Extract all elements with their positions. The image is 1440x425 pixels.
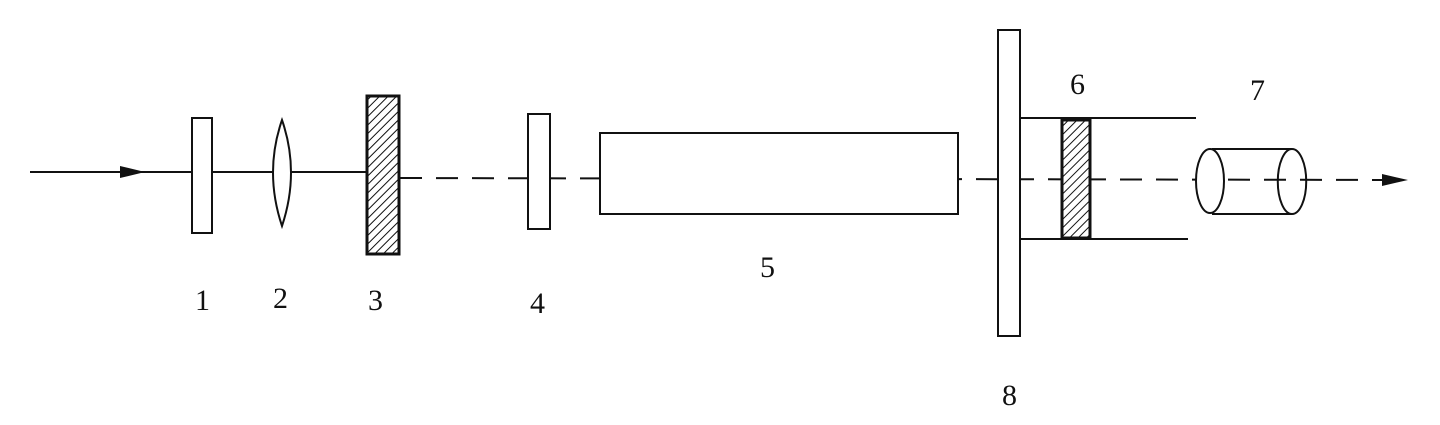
label-5: 5: [760, 251, 775, 284]
label-4: 4: [530, 287, 545, 320]
label-1: 1: [195, 284, 210, 317]
component-4-plate: [527, 113, 551, 230]
label-2: 2: [273, 282, 288, 315]
output-arrowhead: [1382, 174, 1408, 186]
component-7-cylinder: [1195, 148, 1308, 215]
component-2-lens: [272, 116, 292, 230]
component-5-cell: [599, 132, 959, 215]
component-3-filter: [365, 94, 401, 256]
label-8: 8: [1002, 379, 1017, 412]
label-7: 7: [1250, 74, 1265, 107]
label-6: 6: [1070, 68, 1085, 101]
component-1-plate: [191, 117, 213, 234]
component-6-hatched-element: [1060, 118, 1092, 240]
optical-axis-dashed: [399, 177, 1396, 181]
component-8-plate: [997, 29, 1021, 337]
input-arrowhead: [120, 166, 145, 178]
label-3: 3: [368, 284, 383, 317]
